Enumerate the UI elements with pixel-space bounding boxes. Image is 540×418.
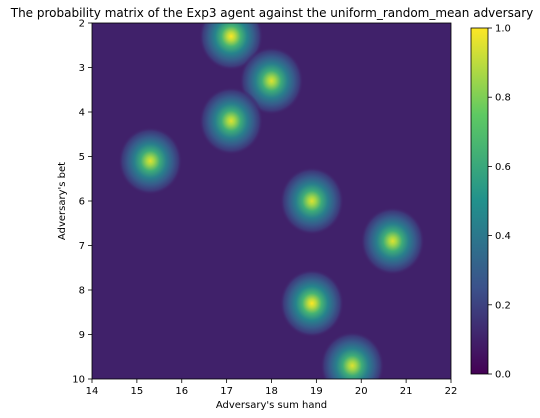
x-tick-label: 20 [355, 386, 368, 397]
heatmap-peak [360, 207, 425, 276]
y-tick-label: 4 [79, 108, 85, 119]
heatmap-peak [239, 46, 304, 115]
colorbar-tick-label: 0.4 [495, 231, 511, 242]
x-tick-label: 19 [310, 386, 323, 397]
x-tick-label: 15 [131, 386, 144, 397]
y-axis-label: Adversary's bet [57, 162, 68, 240]
heatmap-peak [279, 167, 344, 235]
heatmap-peak [279, 269, 344, 338]
colorbar-tick-label: 0.0 [495, 370, 511, 381]
colorbar-ticks: 0.0 0.2 0.4 0.6 0.8 1.0 [488, 24, 511, 381]
x-tick-label: 21 [400, 386, 413, 397]
y-tick-label: 7 [79, 241, 85, 252]
x-tick-label: 16 [175, 386, 188, 397]
x-axis-label: Adversary's sum hand [216, 400, 327, 411]
heatmap-peak [199, 23, 264, 71]
chart-title: The probability matrix of the Exp3 agent… [10, 6, 534, 20]
plot-area [92, 23, 451, 379]
y-tick-label: 10 [72, 375, 85, 386]
x-tick-label: 17 [220, 386, 233, 397]
y-tick-label: 9 [79, 330, 85, 341]
y-tick-label: 5 [79, 152, 85, 163]
x-tick-label: 14 [86, 386, 99, 397]
colorbar [470, 27, 489, 375]
y-tick-label: 2 [79, 19, 85, 30]
heatmap-peak [199, 86, 264, 155]
x-axis: 14 15 16 17 18 19 20 21 22 [86, 379, 458, 397]
x-tick-label: 22 [445, 386, 458, 397]
colorbar-tick-label: 0.2 [495, 300, 511, 311]
y-tick-label: 8 [79, 286, 85, 297]
colorbar-tick-label: 1.0 [495, 24, 511, 35]
heatmap-peak [320, 331, 385, 379]
y-tick-label: 3 [79, 63, 85, 74]
y-tick-label: 6 [79, 197, 85, 208]
heatmap-peak [118, 126, 183, 195]
y-axis: 2 3 4 5 6 7 8 9 10 [72, 19, 92, 386]
colorbar-tick-label: 0.6 [495, 162, 511, 173]
x-tick-label: 18 [265, 386, 278, 397]
colorbar-tick-label: 0.8 [495, 93, 511, 104]
